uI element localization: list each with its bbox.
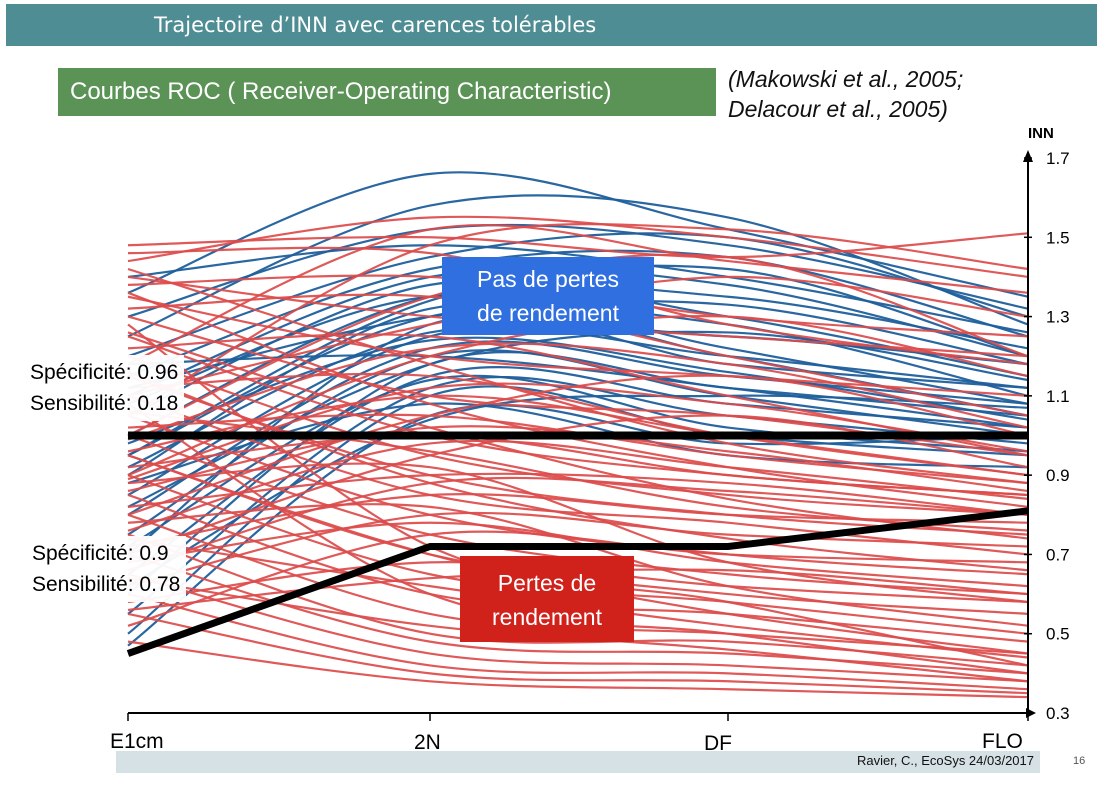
yield-loss-line-2: rendement	[492, 604, 602, 630]
red-trajectory-36	[127, 223, 1029, 366]
red-trajectory-27	[127, 472, 1029, 516]
page-number: 16	[1073, 755, 1086, 767]
red-trajectory-46	[127, 291, 1029, 508]
no-yield-loss-line-2: de rendement	[477, 300, 619, 326]
red-trajectory-18	[127, 593, 1029, 691]
yield-loss-line-1: Pertes de	[497, 570, 597, 596]
y-tick-label: 1.7	[1046, 149, 1070, 168]
red-trajectory-56	[127, 342, 1029, 441]
roc-label: Courbes ROC ( Receiver-Operating Charact…	[70, 78, 612, 105]
no-yield-loss-label: Pas de pertes de rendement	[442, 257, 654, 335]
roc-label-box: Courbes ROC ( Receiver-Operating Charact…	[58, 68, 716, 116]
red-trajectory-17	[127, 573, 1029, 683]
red-trajectory-19	[127, 612, 1029, 695]
y-axis-arrow	[1023, 150, 1033, 162]
upper-threshold-annotation: Spécificité: 0.96 Sensibilité: 0.18	[24, 355, 185, 421]
citation: (Makowski et al., 2005; Delacour et al.,…	[728, 64, 963, 124]
red-trajectory-20	[127, 640, 1029, 699]
x-tick-label: FLO	[982, 730, 1023, 753]
threshold-line-1	[126, 507, 1029, 657]
blue-trajectory-14	[127, 375, 1029, 615]
red-trajectory-52	[127, 439, 1029, 532]
blue-trajectory-24	[127, 244, 1029, 334]
blue-trajectory-0	[127, 171, 1029, 298]
red-trajectory-50	[127, 394, 1029, 477]
red-trajectory-16	[127, 553, 1029, 675]
y-tick-label: 0.9	[1046, 466, 1070, 485]
y-tick-label: 0.5	[1046, 625, 1070, 644]
threshold-layer	[126, 431, 1029, 657]
blue-trajectory-12	[127, 365, 1029, 576]
y-tick-label: 0.7	[1046, 545, 1070, 564]
red-trajectory-45	[127, 267, 1029, 485]
axis-layer: INN 0.3 0.5 0.7 0.9 1.1 1.3 1.5 1.7 E1cm 2N DF FLO	[110, 125, 1070, 755]
series-layer	[127, 171, 1029, 699]
red-trajectory-28	[127, 492, 1029, 548]
red-trajectory-34	[127, 374, 1029, 516]
red-trajectory-43	[127, 521, 1029, 588]
red-trajectory-26	[127, 434, 1029, 497]
red-trajectory-41	[127, 462, 1029, 604]
red-trajectory-24	[127, 372, 1029, 477]
red-trajectory-3	[127, 295, 1029, 397]
red-trajectory-15	[127, 533, 1029, 667]
y-tick-label: 1.3	[1046, 308, 1070, 327]
lower-threshold-annotation: Spécificité: 0.9 Sensibilité: 0.78	[26, 536, 187, 602]
slide-title: Trajectoire d’INN avec carences tolérabl…	[154, 13, 597, 37]
red-trajectory-1	[127, 215, 1029, 279]
blue-trajectory-17	[127, 249, 1029, 378]
x-tick-label: 2N	[414, 731, 441, 754]
lower-sensitivity: Sensibilité: 0.78	[32, 573, 181, 596]
yield-loss-label: Pertes de rendement	[460, 556, 634, 642]
y-axis-label: INN	[1028, 125, 1054, 142]
y-tick-label: 1.5	[1046, 228, 1070, 247]
footer-bar: Ravier, C., EcoSys 24/03/2017	[116, 751, 1040, 773]
footer-source: Ravier, C., EcoSys 24/03/2017	[856, 753, 1034, 768]
red-trajectory-0	[127, 232, 1029, 259]
lower-specificity: Spécificité: 0.9	[32, 542, 169, 565]
y-tick-label: 0.3	[1046, 704, 1070, 723]
blue-trajectory-23	[127, 402, 1029, 485]
red-trajectory-37	[127, 223, 1029, 417]
citation-line-2: Delacour et al., 2005)	[728, 96, 948, 122]
y-tick-label: 1.1	[1046, 387, 1070, 406]
no-yield-loss-line-1: Pas de pertes	[477, 266, 619, 292]
title-bar: Trajectoire d’INN avec carences tolérabl…	[6, 4, 1097, 46]
blue-trajectory-22	[127, 374, 1029, 548]
upper-specificity: Spécificité: 0.96	[30, 361, 179, 384]
red-trajectory-8	[127, 394, 1029, 556]
upper-sensitivity: Sensibilité: 0.18	[30, 392, 179, 415]
red-trajectory-29	[127, 511, 1029, 588]
x-tick-label: DF	[704, 732, 732, 755]
x-tick-label: E1cm	[110, 730, 164, 753]
citation-line-1: (Makowski et al., 2005;	[728, 66, 964, 92]
blue-trajectory-27	[127, 394, 1029, 588]
red-trajectory-53	[127, 476, 1029, 572]
red-trajectory-48	[127, 371, 1029, 572]
